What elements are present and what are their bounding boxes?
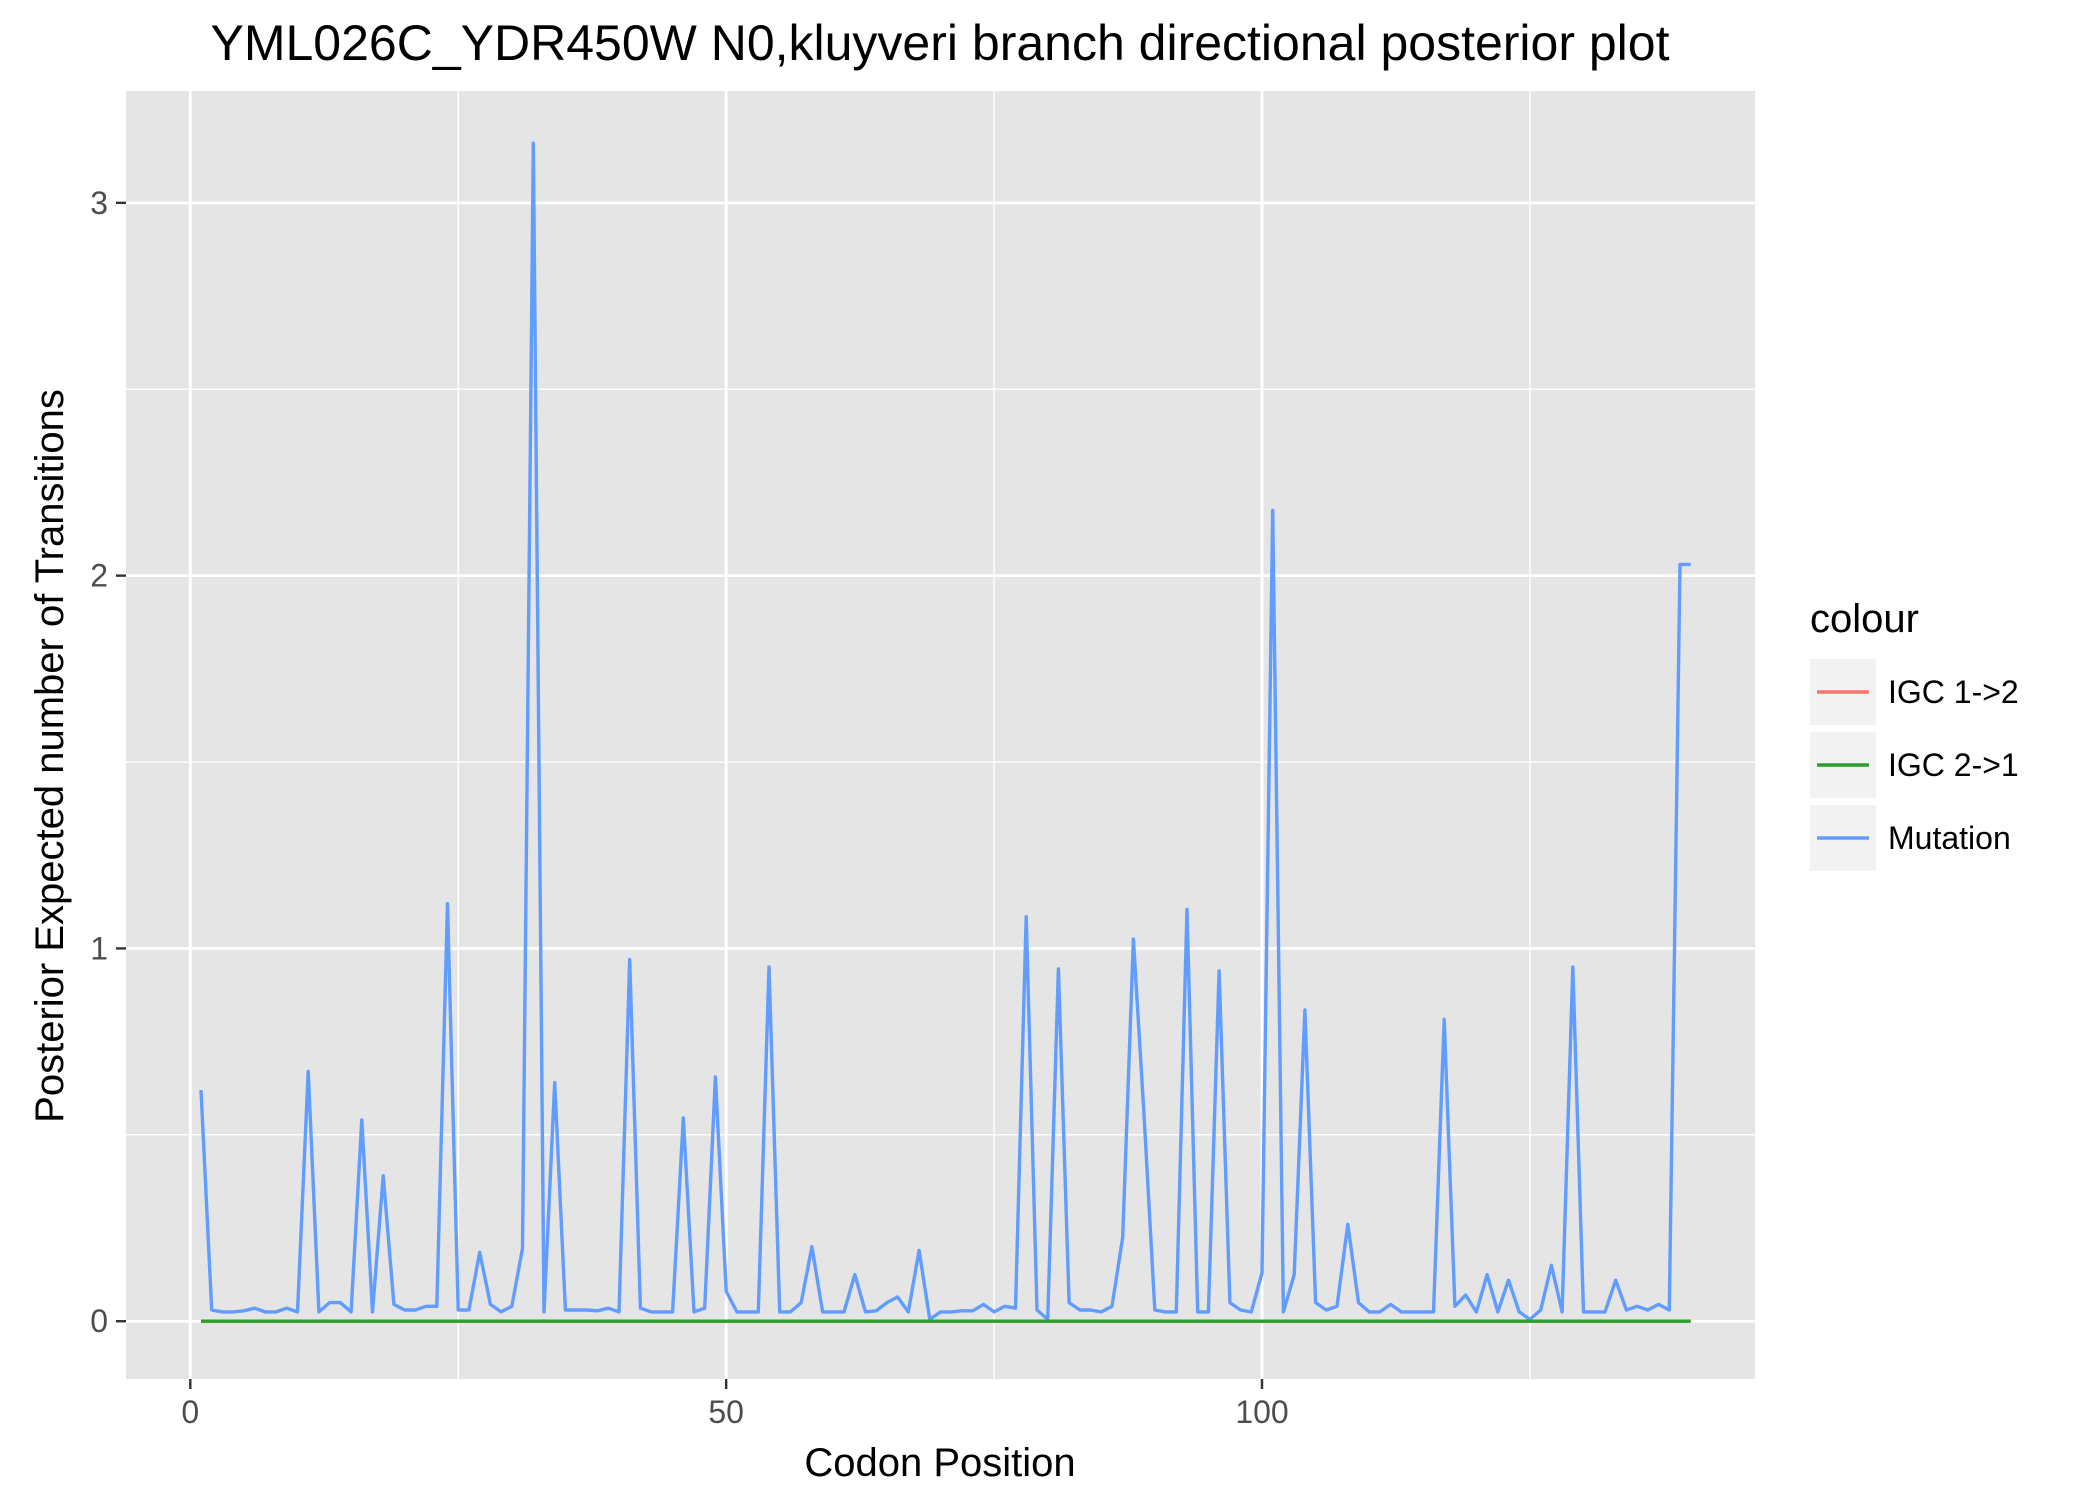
legend-label: IGC 1->2 (1888, 674, 2019, 710)
x-tick-label: 50 (708, 1394, 744, 1430)
legend-label: IGC 2->1 (1888, 747, 2019, 783)
legend-items: IGC 1->2 IGC 2->1 Mutation (1810, 659, 2019, 871)
series-lines (199, 141, 1691, 1323)
legend: colour IGC 1->2 IGC 2->1 Mutation (1810, 597, 2019, 871)
series-line-2 (199, 141, 1691, 1322)
x-tick-label: 0 (181, 1394, 199, 1430)
minor-gridlines (126, 91, 1755, 1379)
x-axis-title: Codon Position (804, 1441, 1075, 1485)
axis-ticks (116, 201, 1264, 1389)
y-tick-label: 1 (90, 930, 108, 966)
legend-label: Mutation (1888, 820, 2011, 856)
plot-panel (126, 91, 1755, 1379)
chart-title: YML026C_YDR450W N0,kluyveri branch direc… (210, 15, 1669, 71)
y-tick-label: 2 (90, 558, 108, 594)
y-tick-label: 3 (90, 185, 108, 221)
x-axis-tick-labels: 0 50 100 (181, 1394, 1288, 1430)
y-axis-tick-labels: 0 1 2 3 (90, 185, 108, 1339)
y-axis-title: Posterior Expected number of Transitions (28, 389, 72, 1123)
x-tick-label: 100 (1235, 1394, 1288, 1430)
legend-title: colour (1810, 597, 1919, 641)
y-tick-label: 0 (90, 1303, 108, 1339)
